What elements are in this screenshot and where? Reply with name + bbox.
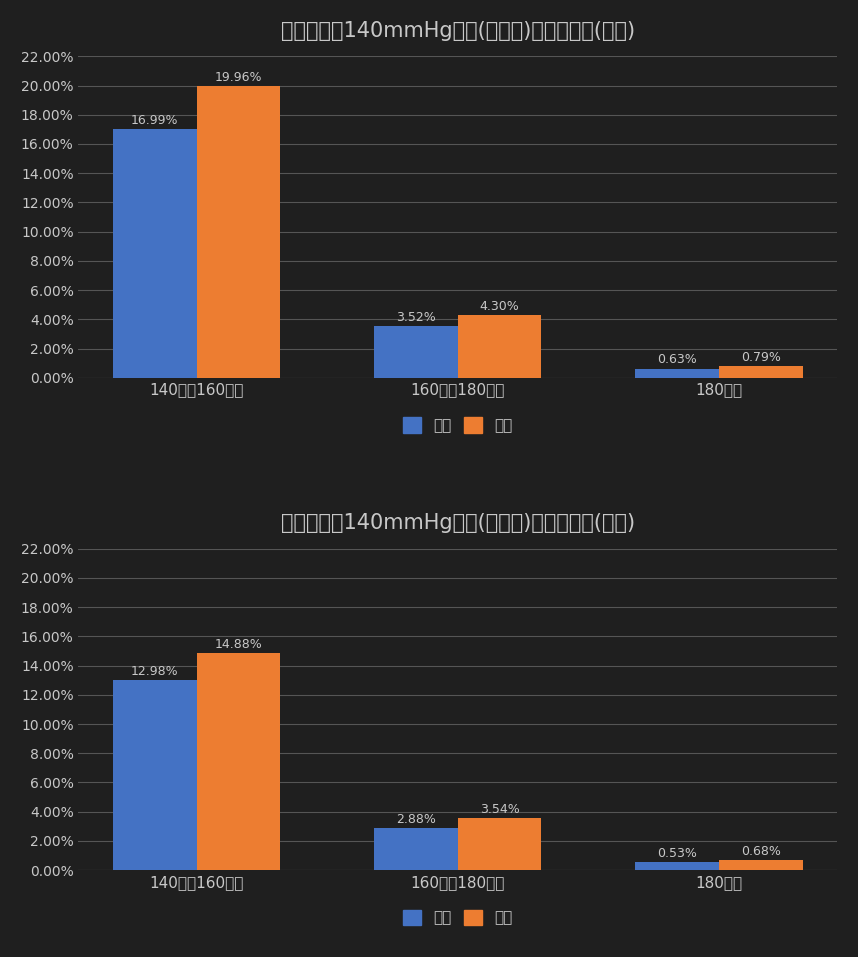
Bar [374, 828, 458, 870]
Text: 16.99%: 16.99% [131, 114, 178, 127]
Text: 3.52%: 3.52% [396, 311, 436, 324]
Bar [196, 653, 281, 870]
Text: 3.54%: 3.54% [480, 803, 519, 816]
Bar [636, 368, 719, 378]
Bar [719, 860, 803, 870]
Legend: 全国, 愛媛: 全国, 愛媛 [396, 410, 520, 441]
Bar [636, 862, 719, 870]
Text: 0.68%: 0.68% [741, 845, 781, 858]
Title: 収縮期血圧140mmHg以上(高血圧)の方の割合(男性): 収縮期血圧140mmHg以上(高血圧)の方の割合(男性) [281, 21, 635, 41]
Bar [719, 367, 803, 378]
Bar [113, 129, 196, 378]
Bar [458, 315, 541, 378]
Bar [374, 326, 458, 378]
Bar [458, 818, 541, 870]
Legend: 全国, 愛媛: 全国, 愛媛 [396, 901, 520, 933]
Text: 0.53%: 0.53% [657, 847, 698, 860]
Text: 0.79%: 0.79% [741, 351, 781, 364]
Text: 0.63%: 0.63% [657, 353, 698, 367]
Text: 12.98%: 12.98% [131, 665, 178, 679]
Bar [196, 86, 281, 378]
Title: 収縮期血圧140mmHg以上(高血圧)の方の割合(女性): 収縮期血圧140mmHg以上(高血圧)の方の割合(女性) [281, 513, 635, 533]
Bar [113, 680, 196, 870]
Text: 4.30%: 4.30% [480, 300, 519, 313]
Text: 2.88%: 2.88% [396, 812, 436, 826]
Text: 14.88%: 14.88% [214, 637, 263, 651]
Text: 19.96%: 19.96% [214, 71, 262, 84]
